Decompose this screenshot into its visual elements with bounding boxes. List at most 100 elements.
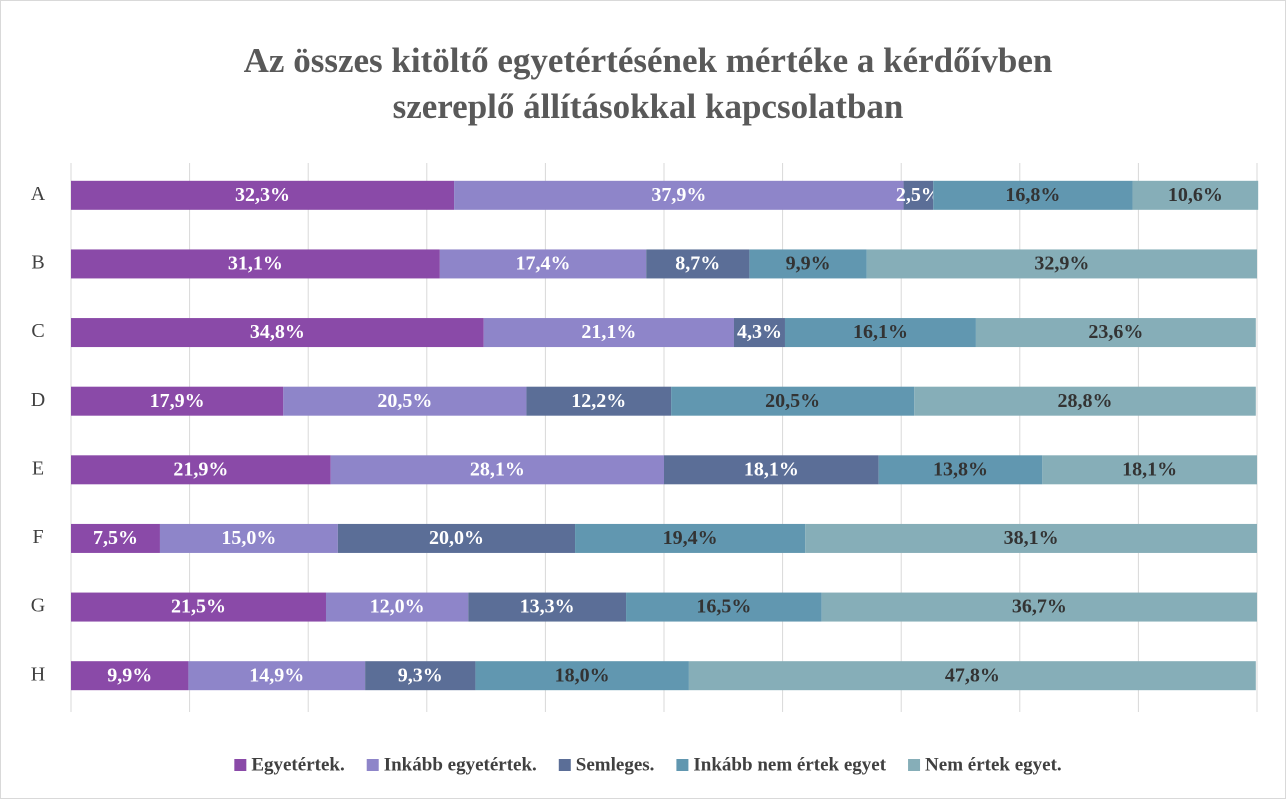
bar-segment [71, 523, 160, 553]
legend: Egyetértek. Inkább egyetértek. Semleges. In… [234, 754, 1062, 775]
data-label: 13,8% [933, 458, 988, 480]
data-label: 13,3% [520, 596, 575, 618]
data-label: 20,5% [377, 390, 432, 412]
data-label: 2,5% [896, 184, 941, 206]
legend-swatch [908, 759, 921, 771]
data-label: 32,9% [1034, 253, 1089, 275]
bar-segment [71, 386, 284, 416]
legend-label: Semleges. [576, 754, 655, 775]
data-label: 16,5% [696, 596, 751, 618]
data-label: 21,9% [173, 458, 228, 480]
bar-segment [365, 661, 476, 691]
bar-segment [805, 523, 1257, 553]
bar-segment [330, 455, 664, 485]
bar-segment [626, 592, 822, 622]
data-label: 31,1% [228, 253, 283, 275]
bar-segment [646, 249, 750, 279]
bar-segment [688, 661, 1256, 691]
data-label: 15,0% [221, 527, 276, 549]
data-label: 9,3% [398, 664, 443, 686]
bar-segment [749, 249, 867, 279]
bar-segment [975, 318, 1256, 348]
legend-swatch [558, 759, 571, 771]
data-label: 37,9% [651, 184, 706, 206]
data-label: 14,9% [249, 664, 304, 686]
bar-segment [468, 592, 627, 622]
bar-segment [784, 318, 976, 348]
bar-segment [671, 386, 915, 416]
data-label: 12,2% [571, 390, 626, 412]
data-label: 19,4% [663, 527, 718, 549]
y-tick-label: A [31, 183, 46, 205]
data-label: 16,1% [853, 321, 908, 343]
y-tick-label: C [31, 320, 44, 342]
data-label: 20,5% [765, 390, 820, 412]
data-label: 16,8% [1005, 184, 1060, 206]
y-tick-label: E [32, 457, 44, 479]
legend-swatch [676, 759, 689, 771]
data-label: 10,6% [1168, 184, 1223, 206]
bar-segment [933, 180, 1133, 210]
bar-segment [71, 318, 484, 348]
bar-segment [439, 249, 647, 279]
data-label: 36,7% [1012, 596, 1067, 618]
data-label: 18,1% [744, 458, 799, 480]
legend-label: Egyetértek. [251, 754, 344, 775]
data-label: 28,1% [470, 458, 525, 480]
legend-swatch [234, 759, 247, 771]
legend-label: Nem értek egyet. [925, 754, 1062, 775]
data-label: 21,5% [171, 596, 226, 618]
y-tick-label: H [31, 663, 45, 685]
data-label: 4,3% [737, 321, 782, 343]
bar-segment [664, 455, 879, 485]
data-label: 18,1% [1122, 458, 1177, 480]
bar-segment [526, 386, 672, 416]
bar-segment [914, 386, 1256, 416]
y-tick-label: F [32, 526, 43, 548]
data-label: 21,1% [581, 321, 636, 343]
data-label: 18,0% [555, 664, 610, 686]
legend-swatch [366, 759, 379, 771]
bar-segment [71, 249, 440, 279]
bar-segment [283, 386, 527, 416]
data-label: 20,0% [429, 527, 484, 549]
legend-label: Inkább egyetértek. [384, 754, 537, 775]
y-tick-label: B [31, 252, 44, 274]
bar-segment [454, 180, 904, 210]
data-label: 17,9% [150, 390, 205, 412]
data-label: 17,4% [516, 253, 571, 275]
bar-segment [821, 592, 1257, 622]
bar-segment [71, 180, 455, 210]
data-label: 12,0% [370, 596, 425, 618]
bar-segment [475, 661, 689, 691]
bar-segment [71, 592, 326, 622]
bar-segment [1042, 455, 1257, 485]
data-label: 32,3% [235, 184, 290, 206]
bar-segment [733, 318, 785, 348]
data-label: 34,8% [250, 321, 305, 343]
data-label: 9,9% [107, 664, 152, 686]
bar-segment [188, 661, 366, 691]
bar-segment [1132, 180, 1259, 210]
data-label: 23,6% [1088, 321, 1143, 343]
data-label: 28,8% [1058, 390, 1113, 412]
data-label: 9,9% [786, 253, 831, 275]
bar-segment [71, 661, 189, 691]
chart-title: Az összes kitöltő egyetértésének mértéke… [244, 41, 1053, 80]
bar-segment [878, 455, 1043, 485]
bar-segment [159, 523, 338, 553]
legend-label: Inkább nem értek egyet [693, 754, 886, 775]
chart-title: szereplő állításokkal kapcsolatban [393, 87, 904, 126]
bar-segment [575, 523, 806, 553]
y-tick-label: D [31, 389, 45, 411]
bar-segment [337, 523, 576, 553]
bar-segment [866, 249, 1257, 279]
bar-segment [483, 318, 734, 348]
bar-segment [71, 455, 331, 485]
data-label: 38,1% [1004, 527, 1059, 549]
bar-segment [903, 180, 934, 210]
data-label: 7,5% [93, 527, 138, 549]
data-label: 47,8% [945, 664, 1000, 686]
bar-segment [325, 592, 469, 622]
